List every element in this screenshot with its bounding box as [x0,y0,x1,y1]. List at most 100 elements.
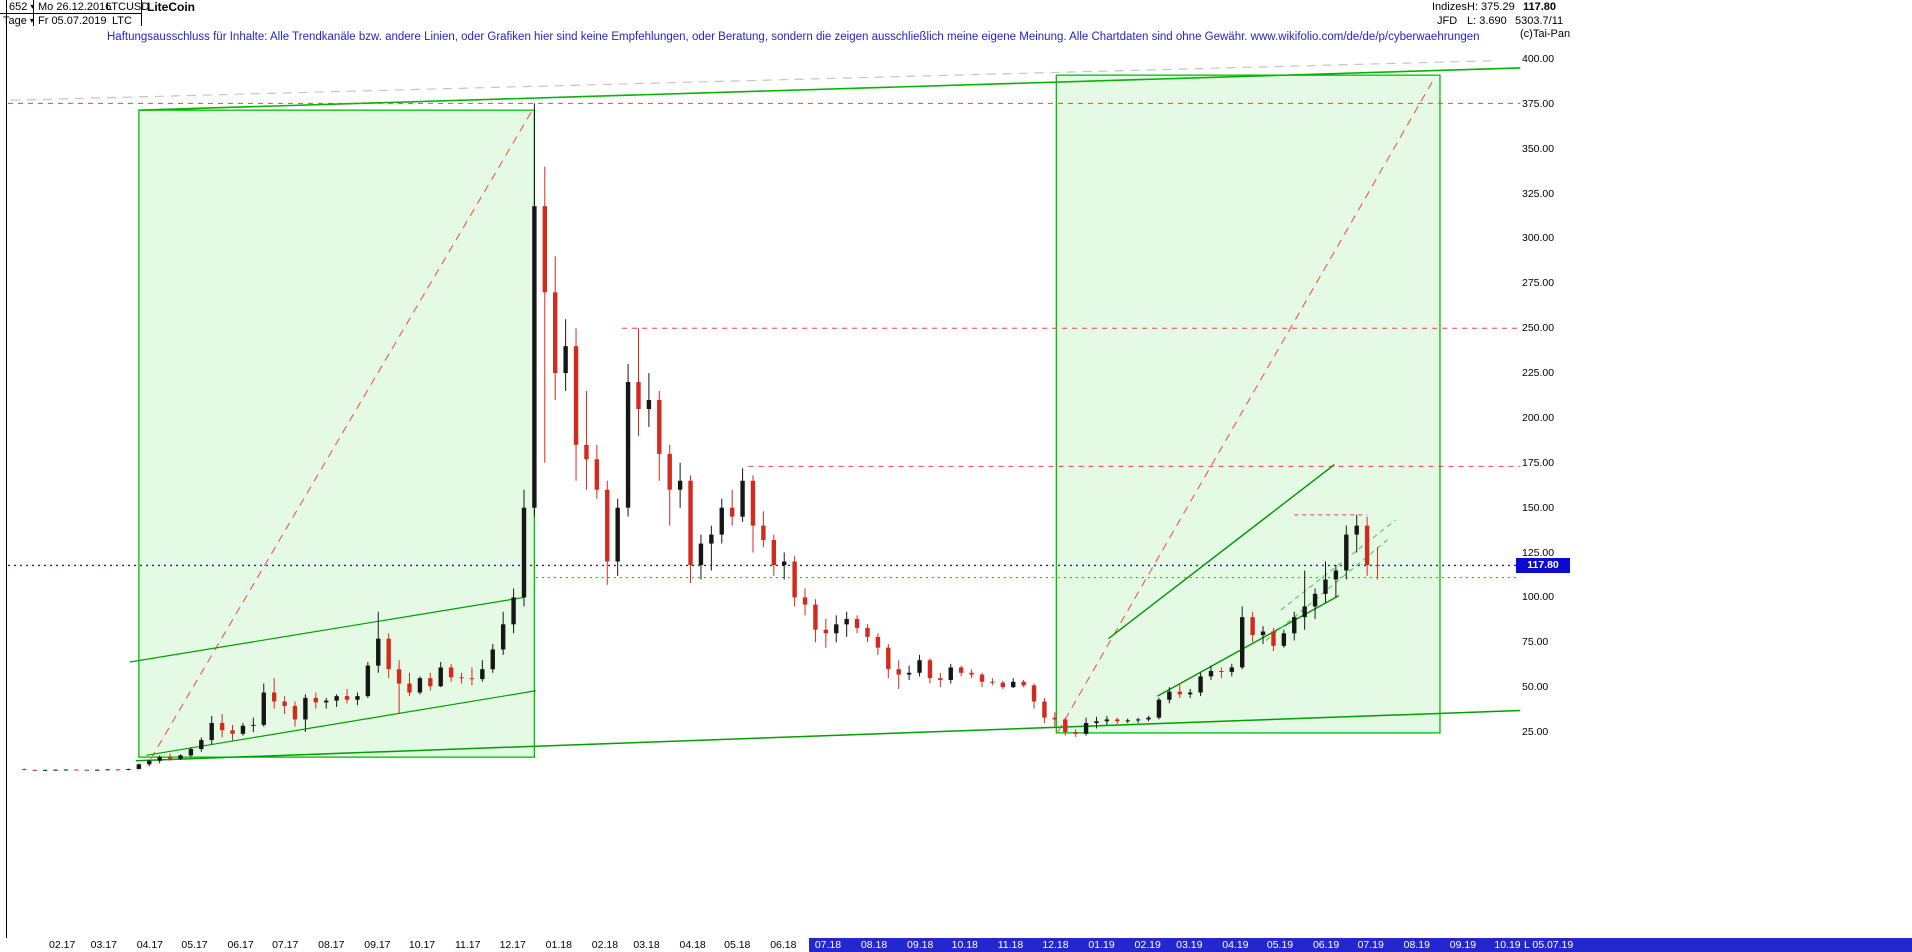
time-tick: 03.18 [633,939,660,951]
candle-body [480,669,485,680]
time-tick: 08.17 [318,939,345,951]
candle-body [875,636,881,648]
candle-body [1052,717,1058,720]
candle-body [667,453,672,490]
time-tick: 02.19 [1134,939,1161,951]
candle-body [1375,565,1380,567]
candle-body [1000,682,1006,688]
candle-body [563,346,568,374]
candle-body [188,749,194,756]
chevron-down-icon: ▾ [30,2,35,11]
time-tick: 12.17 [499,939,526,951]
candle-body [63,769,69,771]
candle-body [324,700,329,703]
candle-body [1042,701,1047,718]
candle-body [167,757,173,759]
candle-body [584,444,589,460]
candle-body [313,697,319,703]
candle-body [834,624,839,634]
price-tick: 275.00 [1522,277,1555,290]
time-tick: 09.18 [907,939,934,951]
price-tick: 200.00 [1522,411,1555,424]
candle-body [657,399,662,454]
candle-body [136,764,142,769]
price-tick: 125.00 [1522,546,1555,559]
candle-body [677,480,683,490]
candle-body [1094,721,1099,724]
candle-body [750,480,756,526]
candle-body [1354,525,1359,535]
candle-body [115,769,121,771]
time-tick: 02.17 [49,939,76,951]
candle-body [1271,631,1276,646]
candle-body [709,534,714,544]
trend-line [1280,519,1396,611]
candle-body [917,660,922,673]
candle-body [271,692,277,702]
candle-body [303,697,308,720]
candle-body [553,292,558,374]
candle-body [1115,719,1120,722]
candle-body [396,669,402,684]
time-tick: 06.18 [770,939,797,951]
price-tick: 175.00 [1522,456,1555,469]
time-tick: 08.18 [860,939,888,951]
price-tick: 300.00 [1522,232,1555,245]
candle-body [1229,667,1235,672]
candle-body [844,618,849,625]
trend-box [1055,74,1441,734]
index-group-label: Indizes [1432,1,1467,13]
candle-body [1083,723,1089,734]
candle-body [365,665,371,697]
candle-body [719,507,724,535]
time-tick: 12.18 [1042,939,1069,951]
ticker-label: LTC [112,15,132,27]
candle-body [199,740,204,750]
candle-body [1364,525,1370,566]
bar-count-dropdown[interactable]: 652 ▾ [9,1,35,13]
candle-body [573,346,579,445]
candle-body [792,561,797,598]
price-tick: 325.00 [1522,187,1555,200]
broker-label: JFD [1437,15,1458,27]
candle-body [927,660,933,679]
price-tick: 225.00 [1522,367,1555,380]
candle-body [896,669,901,675]
candle-body [230,730,235,734]
trend-line [1157,595,1340,697]
candle-body [688,480,693,566]
current-price-tag: 117.80 [1516,558,1570,574]
candle-body [95,769,100,771]
header-divider-horizontal [0,13,141,14]
candle-body [906,672,912,675]
trend-line [129,596,525,663]
candle-body [344,696,350,700]
candle-body [615,507,620,562]
candle-body [1302,606,1307,618]
candle-body [1167,691,1172,700]
price-tick: 50.00 [1522,681,1549,694]
chevron-down-icon: ▾ [29,16,34,25]
candle-body [334,696,339,701]
candle-body [292,705,298,720]
candle-body [157,757,162,761]
candle-body [469,678,475,680]
symbol-label: LTCUSD [106,1,150,13]
last-date-label: L 05.07.19 [1524,939,1574,951]
candle-body [511,597,516,625]
candle-body [417,678,423,693]
candle-body [698,543,704,566]
candle-body [1104,719,1110,722]
candle-body [1011,681,1016,688]
candle-body [1250,617,1255,636]
candle-body [1156,699,1162,718]
time-tick: 04.18 [679,939,706,951]
candle-body [782,561,787,566]
candle-body [240,725,246,734]
period-dropdown[interactable]: Tage ▾ [3,15,34,27]
instrument-name: LiteCoin [147,0,195,14]
candle-body [542,206,548,293]
time-axis-highlight [809,938,1912,952]
candle-body [261,692,266,725]
